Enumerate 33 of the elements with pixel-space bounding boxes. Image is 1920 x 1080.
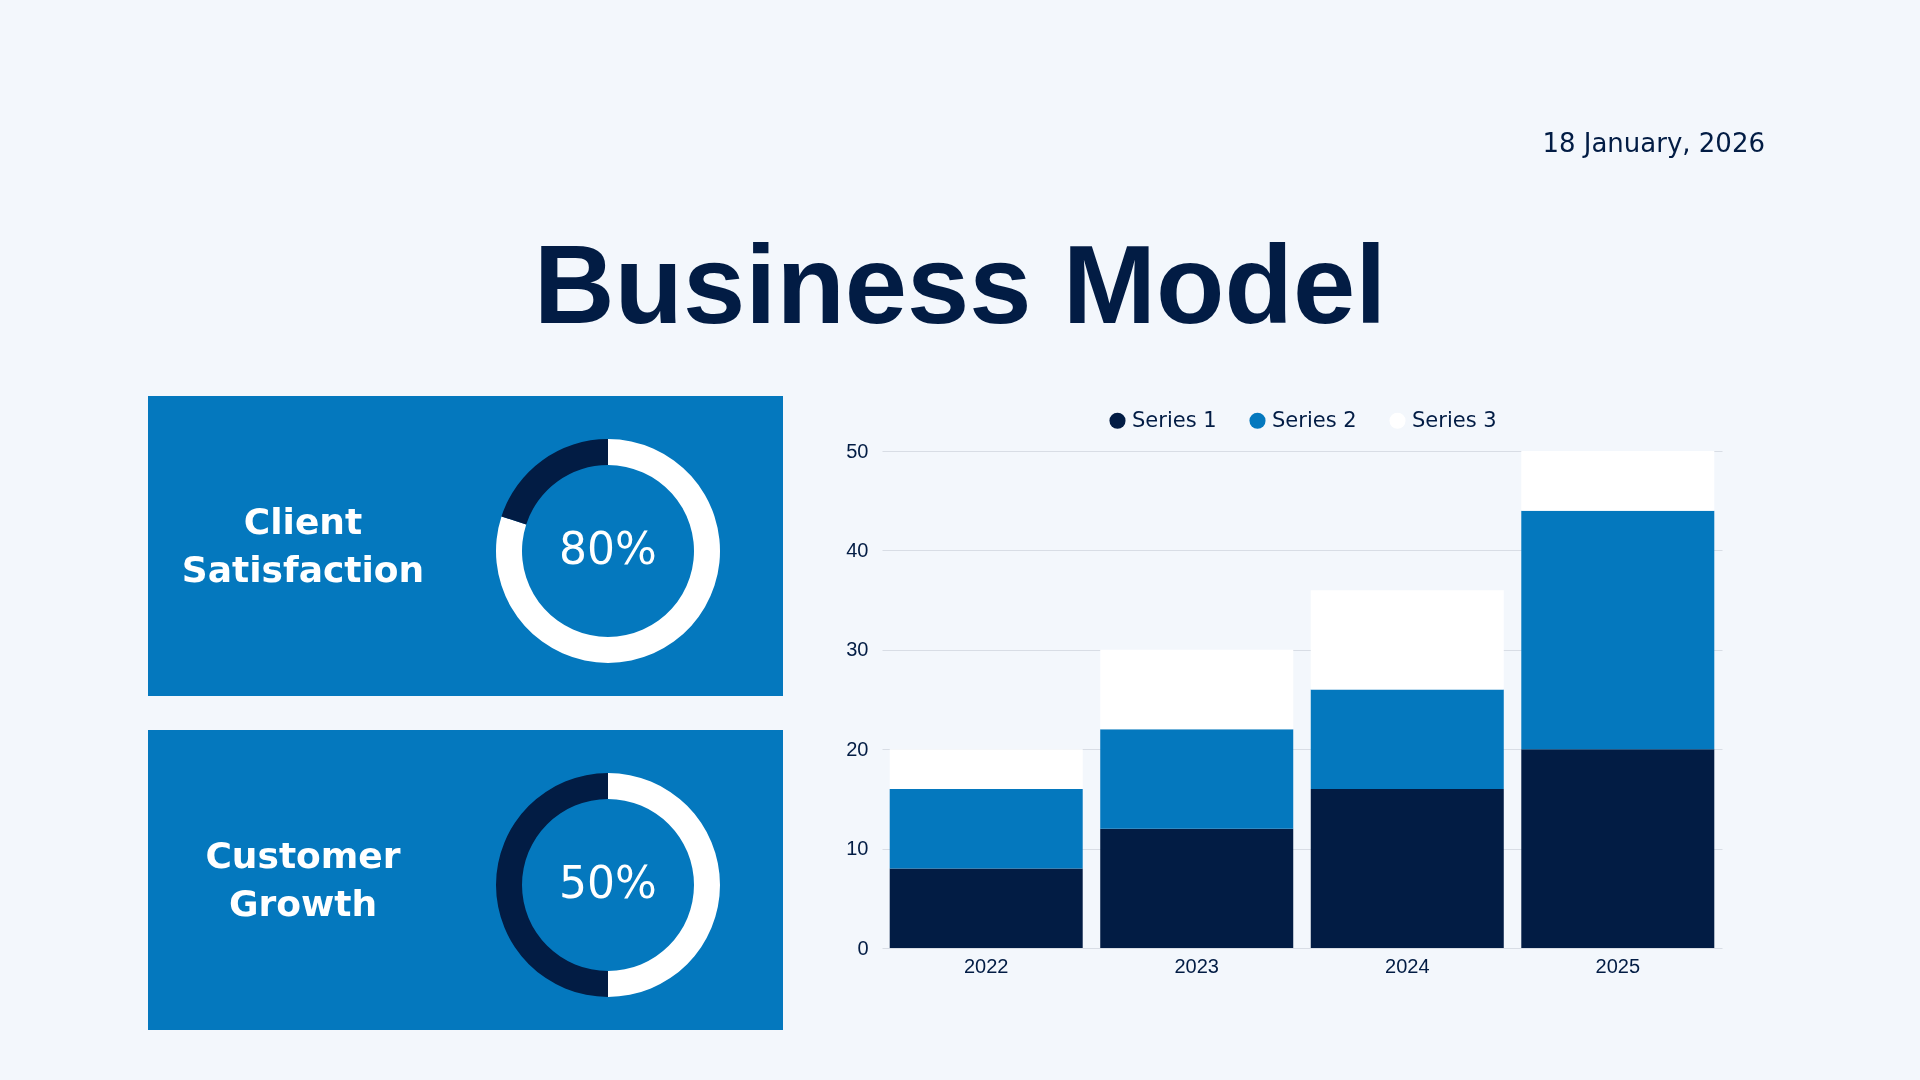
bar bbox=[1100, 649, 1294, 730]
bar bbox=[1521, 510, 1715, 750]
legend-label: Series 1 bbox=[1132, 407, 1217, 432]
bar bbox=[1310, 689, 1504, 789]
y-tick-label: 10 bbox=[846, 837, 869, 860]
x-tick-label: 2024 bbox=[1385, 954, 1430, 977]
bar bbox=[889, 868, 1083, 948]
text: Customer Growth bbox=[204, 834, 402, 926]
bar bbox=[889, 749, 1083, 789]
bar bbox=[1310, 788, 1504, 948]
y-tick-label: 0 bbox=[857, 936, 869, 959]
bar bbox=[1521, 749, 1715, 948]
text: Business Model bbox=[532, 221, 1388, 349]
legend-label: Series 2 bbox=[1272, 407, 1357, 432]
bar bbox=[889, 788, 1083, 869]
x-tick-label: 2023 bbox=[1174, 954, 1219, 977]
bar bbox=[1100, 828, 1294, 948]
y-tick-label: 50 bbox=[846, 439, 869, 462]
bar bbox=[1521, 451, 1715, 511]
x-tick-label: 2025 bbox=[1595, 954, 1641, 977]
legend-label: Series 3 bbox=[1412, 407, 1497, 432]
x-tick-label: 2022 bbox=[963, 954, 1009, 977]
text: Client Satisfaction bbox=[180, 500, 426, 592]
donut-slice bbox=[496, 439, 720, 663]
donut-slice bbox=[501, 439, 608, 525]
text: 18 January, 2026 bbox=[1542, 128, 1765, 158]
bar bbox=[1100, 729, 1294, 829]
y-tick-label: 40 bbox=[846, 538, 869, 561]
data-label: 50% bbox=[559, 857, 657, 908]
data-label: 80% bbox=[559, 523, 657, 574]
y-tick-label: 30 bbox=[846, 638, 869, 661]
y-tick-label: 20 bbox=[846, 737, 869, 760]
bar bbox=[1310, 590, 1504, 690]
